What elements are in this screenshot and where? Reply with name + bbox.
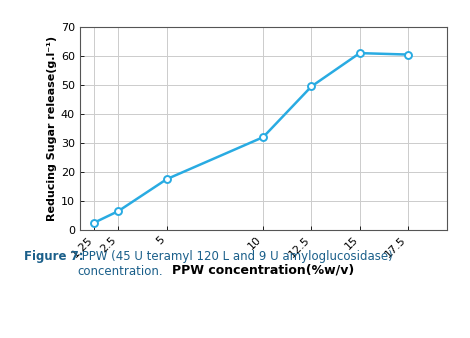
X-axis label: PPW concentration(%w/v): PPW concentration(%w/v) — [172, 263, 354, 276]
Text: PPW (45 U teramyl 120 L and 9 U amyloglucosidase)
concentration.: PPW (45 U teramyl 120 L and 9 U amyloglu… — [78, 250, 392, 278]
Text: Figure 7:: Figure 7: — [24, 250, 83, 263]
Y-axis label: Reducing Sugar release(g.l⁻¹): Reducing Sugar release(g.l⁻¹) — [47, 36, 57, 221]
